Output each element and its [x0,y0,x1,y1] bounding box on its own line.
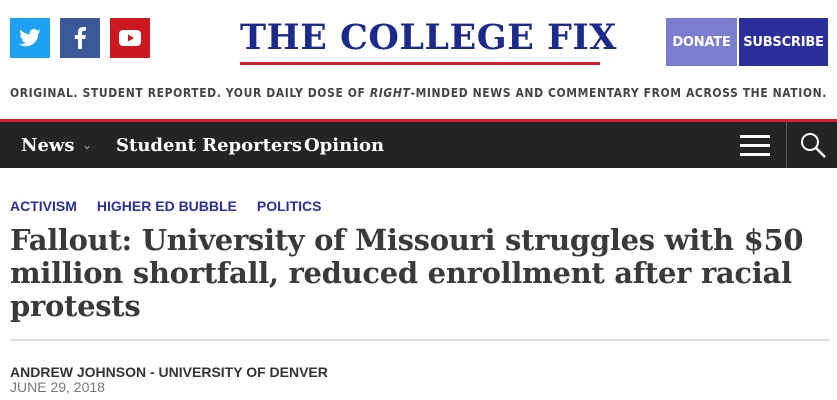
article-author[interactable]: ANDREW JOHNSON - UNIVERSITY OF DENVER [10,364,328,380]
nav-item-opinion[interactable]: Opinion [304,122,384,168]
facebook-link[interactable] [60,18,100,58]
chevron-down-icon: ⌄ [82,138,92,152]
nav-item-label: News [21,134,75,156]
headline-divider [10,339,830,341]
tagline-start: ORIGINAL. STUDENT REPORTED. YOUR DAILY D… [9,86,370,100]
main-nav: News ⌄ Student Reporters Opinion [0,119,837,168]
youtube-icon [119,30,141,46]
site-tagline: ORIGINAL. STUDENT REPORTED. YOUR DAILY D… [0,86,837,100]
article-headline: Fallout: University of Missouri struggle… [10,223,804,323]
nav-item-news[interactable]: News ⌄ [21,122,92,168]
twitter-icon [19,29,41,47]
nav-divider [786,122,787,168]
nav-item-student-reporters[interactable]: Student Reporters [116,122,302,168]
search-button[interactable] [800,132,826,163]
category-link[interactable]: ACTIVISM [10,198,77,214]
twitter-link[interactable] [10,18,50,58]
nav-item-label: Opinion [304,134,385,156]
donate-button[interactable]: DONATE [666,18,737,66]
hamburger-menu-icon[interactable] [740,135,770,157]
category-link[interactable]: HIGHER ED BUBBLE [96,198,237,214]
search-icon [801,133,826,158]
site-logo[interactable]: THE COLLEGE FIX [240,17,617,58]
tagline-emphasis: RIGHT [369,86,411,100]
category-list: ACTIVISM HIGHER ED BUBBLE POLITICS [10,198,341,218]
subscribe-button[interactable]: SUBSCRIBE [739,18,828,66]
tagline-end: -MINDED NEWS AND COMMENTARY FROM ACROSS … [410,86,827,100]
logo-underline [240,62,600,65]
youtube-link[interactable] [110,18,150,58]
nav-item-label: Student Reporters [116,134,302,156]
facebook-icon [74,27,86,49]
article-date: JUNE 29, 2018 [10,379,105,395]
category-link[interactable]: POLITICS [256,198,322,214]
